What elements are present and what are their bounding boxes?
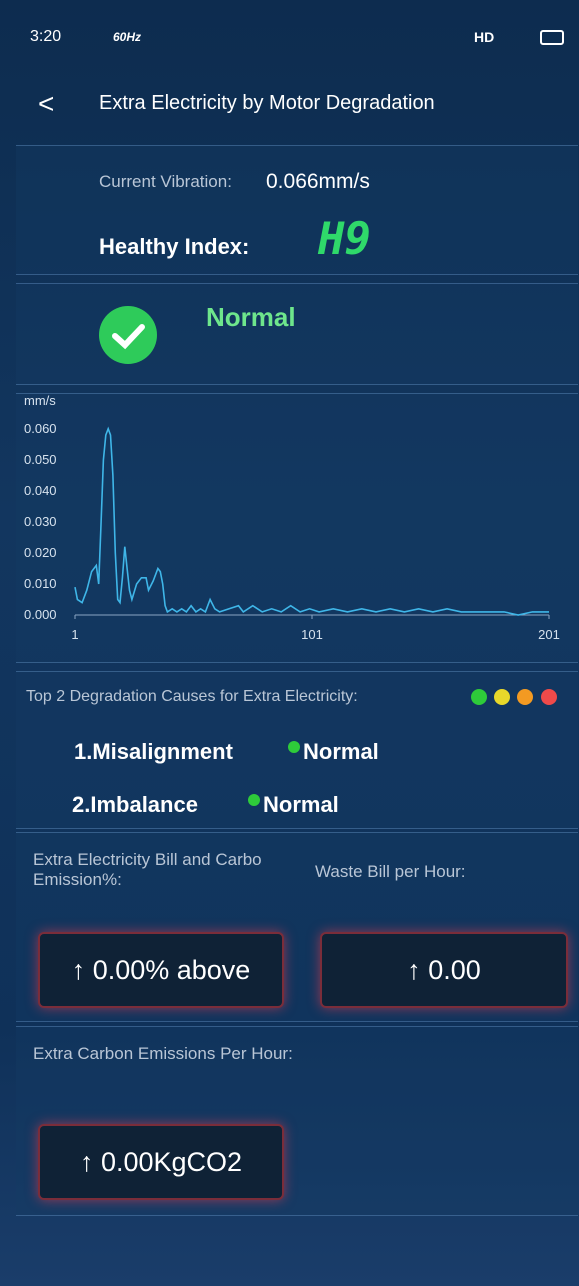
y-tick-label: 0.010 bbox=[24, 576, 57, 591]
battery-icon bbox=[540, 30, 564, 45]
y-tick-label: 0.060 bbox=[24, 421, 57, 436]
y-unit: mm/s bbox=[24, 393, 56, 408]
y-tick-label: 0.050 bbox=[24, 452, 57, 467]
y-tick-label: 0.030 bbox=[24, 514, 57, 529]
vibration-panel bbox=[16, 145, 578, 275]
waste-label: Waste Bill per Hour: bbox=[315, 862, 466, 881]
cause-name: 1.Misalignment bbox=[74, 739, 233, 764]
status-network: HD bbox=[474, 29, 495, 45]
check-icon bbox=[99, 306, 157, 364]
status-time: 3:20 bbox=[30, 28, 62, 45]
x-tick-label: 1 bbox=[71, 627, 78, 642]
x-tick-label: 201 bbox=[538, 627, 560, 642]
carbon-value: ↑ 0.00KgCO2 bbox=[38, 1124, 284, 1200]
status-refresh: 60Hz bbox=[113, 30, 142, 44]
cause-dot bbox=[288, 741, 300, 753]
back-button[interactable]: < bbox=[38, 88, 55, 119]
health-label: Healthy Index: bbox=[99, 234, 250, 259]
chart: mm/s 0.000 0.010 0.020 0.030 0.040 0.050 0.060… bbox=[24, 393, 560, 642]
data-line bbox=[74, 426, 549, 616]
y-tick-label: 0.000 bbox=[24, 607, 57, 622]
health-value: H9 bbox=[318, 214, 371, 265]
percent-value: ↑ 0.00% above bbox=[38, 932, 284, 1008]
waste-value: ↑ 0.00 bbox=[320, 932, 568, 1008]
page-title: Extra Electricity by Motor Degradation bbox=[99, 92, 435, 114]
chart-panel bbox=[16, 393, 578, 663]
cause-name: 2.Imbalance bbox=[72, 792, 198, 817]
cause-status: Normal bbox=[263, 792, 339, 817]
vibration-value: 0.066mm/s bbox=[266, 170, 370, 193]
carbon-label: Extra Carbon Emissions Per Hour: bbox=[33, 1044, 293, 1063]
legend-dots bbox=[471, 689, 557, 705]
causes-title: Top 2 Degradation Causes for Extra Elect… bbox=[26, 688, 358, 705]
y-tick-label: 0.020 bbox=[24, 545, 57, 560]
percent-label: Extra Electricity Bill and Carbo Emissio… bbox=[33, 850, 262, 889]
status-text: Normal bbox=[206, 302, 296, 332]
cause-status: Normal bbox=[303, 739, 379, 764]
vibration-label: Current Vibration: bbox=[99, 172, 232, 191]
y-tick-label: 0.040 bbox=[24, 483, 57, 498]
x-tick-label: 101 bbox=[301, 627, 323, 642]
cause-dot bbox=[248, 794, 260, 806]
